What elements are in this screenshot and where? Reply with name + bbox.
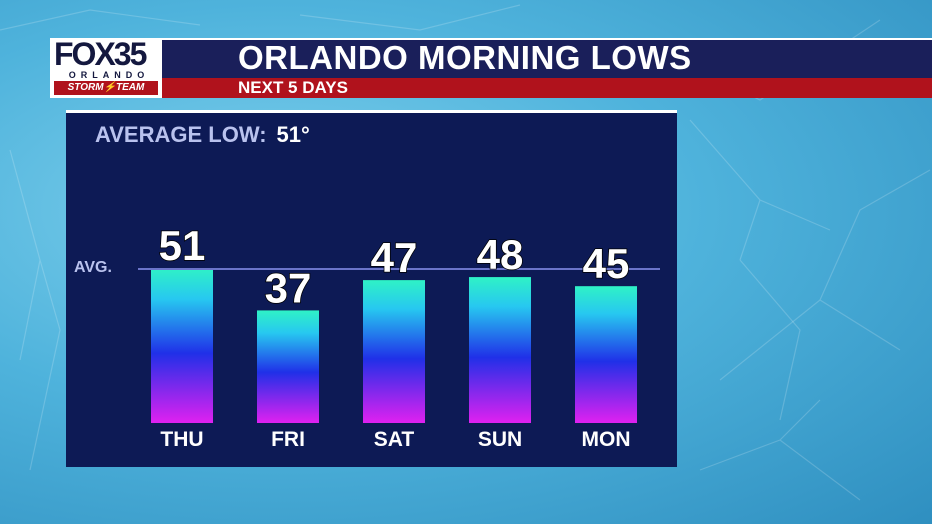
category-label-sat: SAT [374,428,415,451]
page-title: ORLANDO MORNING LOWS [238,39,692,76]
category-label-mon: MON [582,428,631,451]
header-subtitle-bar [50,78,932,98]
data-label-fri: 37 [265,264,312,311]
data-label-sun: 48 [477,231,524,278]
bar-sun [469,277,531,423]
bar-mon [575,286,637,423]
bar-thu [151,268,213,423]
logo-team-text: STORM⚡TEAM [54,81,158,95]
category-label-thu: THU [160,428,203,451]
logo-city-text: ORLANDO [68,70,150,80]
average-low-label-text: AVERAGE LOW: [95,122,267,147]
category-label-sun: SUN [478,428,522,451]
data-label-sat: 47 [371,234,418,281]
category-label-fri: FRI [271,428,305,451]
logo-station-text: FOX35 [54,36,147,72]
header-title-bar [50,38,932,80]
bar-sat [363,280,425,423]
average-low-label: AVERAGE LOW: 51° [95,122,310,148]
bar-fri [257,310,319,423]
average-low-value: 51° [276,122,310,147]
page-subtitle: NEXT 5 DAYS [238,78,348,97]
average-line-label: AVG. [74,259,112,276]
data-label-mon: 45 [583,240,630,287]
data-label-thu: 51 [159,222,206,269]
